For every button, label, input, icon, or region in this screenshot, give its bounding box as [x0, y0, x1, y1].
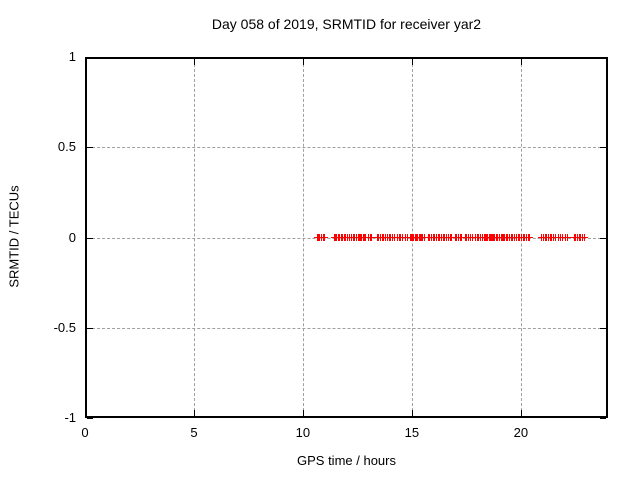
y-tick-right — [600, 327, 606, 329]
x-tick-label: 5 — [190, 425, 198, 440]
y-tick-right — [600, 418, 606, 419]
data-point — [564, 234, 572, 241]
x-tick-top — [520, 59, 522, 65]
y-gridline — [87, 327, 606, 329]
y-tick-label: 0.5 — [57, 139, 76, 155]
data-point — [321, 234, 329, 241]
data-point — [368, 234, 376, 241]
x-tick-bottom — [520, 410, 522, 416]
y-tick-label: 0 — [68, 229, 76, 245]
y-tick-right — [600, 237, 606, 239]
chart-title: Day 058 of 2019, SRMTID for receiver yar… — [211, 16, 482, 32]
x-tick-bottom — [302, 410, 304, 416]
x-tick-bottom — [85, 410, 86, 416]
data-point — [581, 234, 589, 241]
y-gridline — [87, 237, 606, 239]
y-axis-title: SRMTID / TECUs — [6, 185, 22, 288]
x-tick-bottom — [193, 410, 195, 416]
plot-border — [85, 57, 608, 418]
x-tick-top — [302, 59, 304, 65]
y-tick-left — [87, 237, 93, 239]
x-tick-label: 0 — [81, 425, 89, 440]
y-tick-label: -1 — [64, 410, 76, 425]
y-tick-right — [600, 147, 606, 149]
y-tick-label: 1 — [68, 49, 76, 64]
y-tick-left — [87, 418, 93, 419]
x-axis-title: GPS time / hours — [297, 453, 396, 468]
x-tick-label: 15 — [404, 425, 420, 440]
x-tick-top — [85, 59, 86, 65]
x-tick-bottom — [411, 410, 413, 416]
y-tick-right — [600, 57, 606, 58]
x-tick-label: 10 — [295, 425, 311, 440]
data-point — [526, 234, 534, 241]
x-tick-top — [411, 59, 413, 65]
y-gridline — [87, 147, 606, 149]
plot-area — [85, 57, 608, 419]
x-tick-label: 20 — [513, 425, 529, 440]
y-tick-label: -0.5 — [53, 319, 76, 335]
y-tick-left — [87, 327, 93, 329]
y-tick-left — [87, 147, 93, 149]
y-tick-left — [87, 57, 93, 58]
x-tick-top — [193, 59, 195, 65]
